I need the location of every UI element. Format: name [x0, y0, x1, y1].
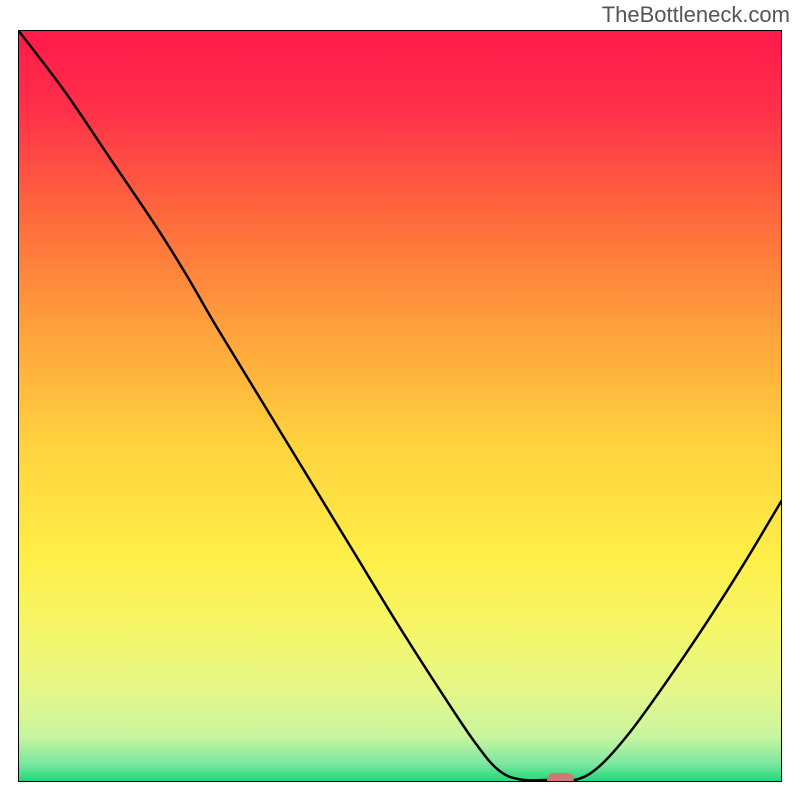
- gradient-background: [18, 30, 782, 782]
- plot-area: [18, 30, 782, 787]
- chart-root: TheBottleneck.com: [0, 0, 800, 800]
- optimum-marker: [547, 773, 574, 787]
- bottleneck-curve-chart: [0, 0, 800, 800]
- watermark-text: TheBottleneck.com: [602, 2, 790, 28]
